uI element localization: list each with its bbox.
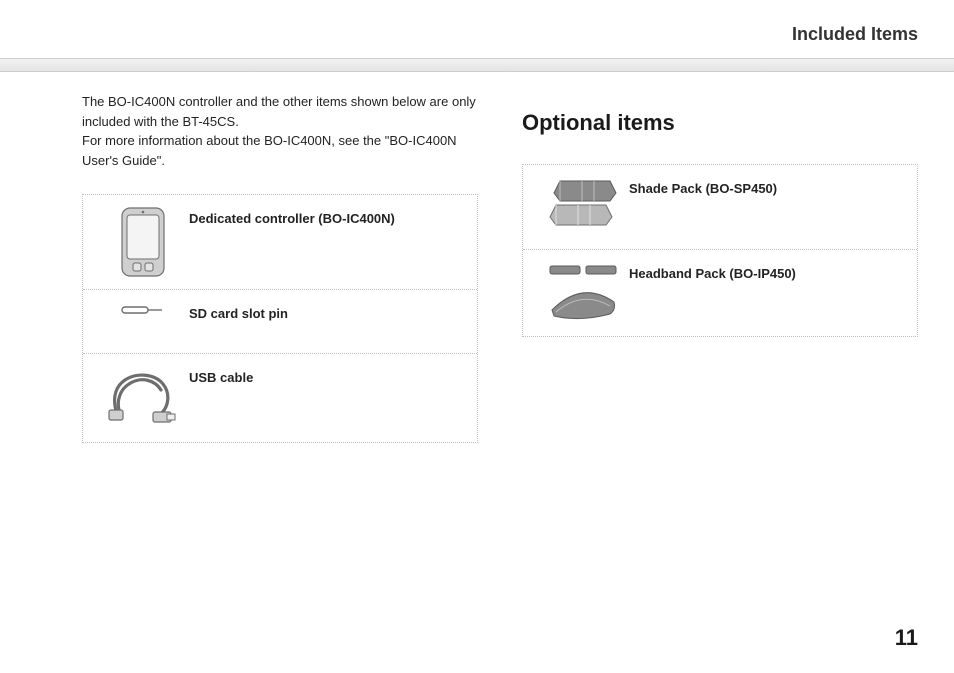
right-column: Optional items xyxy=(522,92,918,623)
item-row: Shade Pack (BO-SP450) xyxy=(523,165,917,249)
included-items-box: Dedicated controller (BO-IC400N) SD card… xyxy=(82,194,478,443)
intro-text: The BO-IC400N controller and the other i… xyxy=(82,92,478,170)
controller-icon xyxy=(97,207,189,277)
item-label: USB cable xyxy=(189,366,253,385)
headband-pack-icon xyxy=(537,262,629,324)
left-column: The BO-IC400N controller and the other i… xyxy=(82,92,478,623)
item-row: Headband Pack (BO-IP450) xyxy=(523,249,917,336)
shade-pack-icon xyxy=(537,177,629,233)
page-header: Included Items xyxy=(0,0,954,72)
item-label: Shade Pack (BO-SP450) xyxy=(629,177,777,196)
item-row: USB cable xyxy=(83,353,477,442)
page: Included Items The BO-IC400N controller … xyxy=(0,0,954,673)
item-label: Dedicated controller (BO-IC400N) xyxy=(189,207,395,226)
header-band xyxy=(0,58,954,72)
intro-line-1: The BO-IC400N controller and the other i… xyxy=(82,94,476,129)
item-label: SD card slot pin xyxy=(189,302,288,321)
usb-cable-icon xyxy=(97,366,189,430)
item-label: Headband Pack (BO-IP450) xyxy=(629,262,796,281)
content-columns: The BO-IC400N controller and the other i… xyxy=(82,92,918,623)
sd-pin-icon xyxy=(97,302,189,318)
item-row: SD card slot pin xyxy=(83,289,477,353)
item-row: Dedicated controller (BO-IC400N) xyxy=(83,195,477,289)
page-number: 11 xyxy=(895,625,918,651)
header-title: Included Items xyxy=(792,24,918,45)
optional-items-title: Optional items xyxy=(522,110,918,136)
optional-items-box: Shade Pack (BO-SP450) Headband Pack (BO-… xyxy=(522,164,918,337)
intro-line-2: For more information about the BO-IC400N… xyxy=(82,133,457,168)
